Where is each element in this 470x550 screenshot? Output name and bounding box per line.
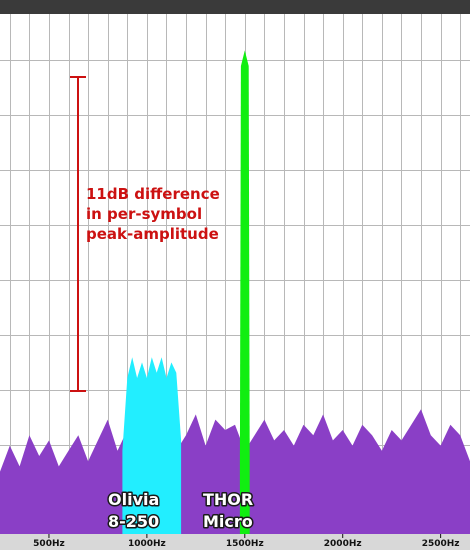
thor-label-line-1: THOR [203, 490, 253, 509]
annotation-line-2: in per-symbol [86, 205, 202, 223]
axis-tick-label: 2000Hz [324, 539, 362, 549]
thor-label-line-2: Micro [203, 512, 253, 531]
axis-tick-label: 1500Hz [226, 539, 264, 549]
axis-tick-label: 2500Hz [422, 539, 460, 549]
noise-floor-series [0, 409, 470, 534]
amplitude-marker [70, 76, 86, 392]
annotation-text: 11dB difference in per-symbol peak-ampli… [86, 185, 220, 243]
top-bar [0, 0, 470, 14]
frequency-axis-bar [0, 534, 470, 550]
olivia-label-line-2: 8-250 [108, 512, 159, 531]
axis-tick-label: 1000Hz [128, 539, 166, 549]
thor-label: THOR Micro [202, 489, 255, 533]
olivia-label: Olivia 8-250 [107, 489, 161, 533]
thor-signal-series [239, 50, 250, 535]
axis-tick-label: 500Hz [33, 539, 65, 549]
olivia-label-line-1: Olivia [108, 490, 159, 509]
frequency-axis: 500Hz 1000Hz 1500Hz 2000Hz 2500Hz [33, 534, 460, 549]
annotation-line-1: 11dB difference [86, 185, 220, 203]
annotation-line-3: peak-amplitude [86, 225, 219, 243]
olivia-signal-series [122, 357, 182, 534]
